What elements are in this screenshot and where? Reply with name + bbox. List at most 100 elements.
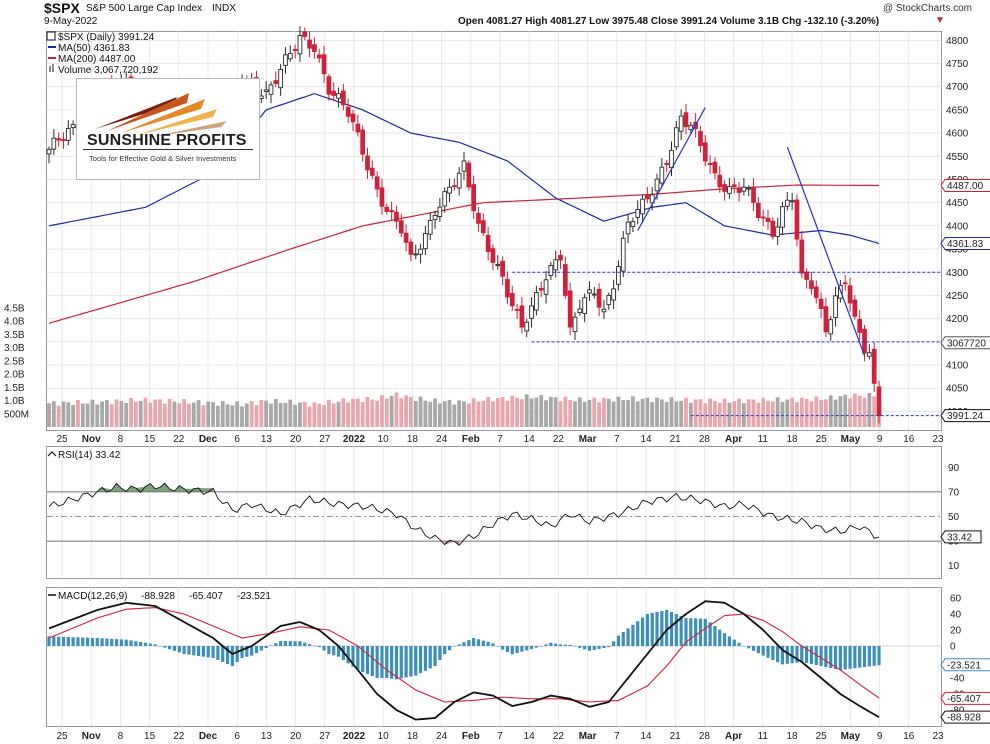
candle-up bbox=[784, 199, 790, 207]
volume-axis-label: 3.5B bbox=[4, 330, 25, 341]
macd-histogram-bar bbox=[274, 643, 278, 646]
candle-up bbox=[447, 186, 452, 194]
volume-axis-label: 2.5B bbox=[4, 356, 25, 367]
candle-down bbox=[451, 185, 457, 188]
macd-histogram-bar bbox=[119, 639, 123, 646]
macd-histogram-bar bbox=[148, 643, 152, 646]
volume-bar bbox=[244, 403, 249, 427]
volume-bar bbox=[703, 403, 708, 427]
date-label: 15 bbox=[144, 434, 156, 445]
macd-histogram-bar bbox=[853, 646, 857, 669]
date-label: 24 bbox=[436, 731, 448, 742]
volume-bar bbox=[635, 401, 640, 427]
candle-down bbox=[56, 138, 62, 141]
volume-bar bbox=[780, 401, 785, 427]
volume-bar bbox=[510, 395, 515, 427]
volume-bar bbox=[746, 399, 751, 427]
candle-down bbox=[731, 184, 737, 188]
macd-histogram-bar bbox=[143, 642, 148, 646]
macd-histogram-bar bbox=[655, 612, 659, 646]
macd-histogram-bar bbox=[597, 646, 601, 649]
macd-histogram-bar bbox=[317, 646, 321, 648]
macd-histogram-bar bbox=[534, 646, 538, 648]
macd-histogram-bar bbox=[563, 644, 567, 646]
volume-bar bbox=[872, 396, 877, 427]
watermark: @ StockCharts.com bbox=[882, 3, 972, 14]
macd-histogram-bar bbox=[877, 646, 881, 666]
symbol[interactable]: $SPX bbox=[44, 0, 80, 16]
volume-bar bbox=[220, 401, 225, 427]
volume-bar bbox=[293, 404, 298, 427]
volume-bar bbox=[100, 401, 104, 427]
candle-up bbox=[789, 200, 795, 203]
macd-histogram-bar bbox=[496, 646, 500, 647]
macd-histogram-bar bbox=[452, 646, 456, 647]
volume-bar bbox=[867, 393, 872, 427]
volume-bar bbox=[491, 401, 495, 427]
volume-bar bbox=[640, 398, 645, 427]
macd-value-tag-box bbox=[940, 710, 990, 724]
macd-value-tag: -88.928 bbox=[947, 713, 981, 724]
sun-rays-icon bbox=[83, 93, 253, 150]
macd-value-tag-box bbox=[940, 691, 990, 705]
macd-histogram-bar bbox=[510, 646, 514, 655]
macd-histogram-bar bbox=[303, 642, 307, 646]
rsi-axis-label: 50 bbox=[948, 512, 960, 523]
macd-histogram-bar bbox=[129, 640, 133, 646]
volume-bar bbox=[520, 399, 524, 427]
candle-down bbox=[485, 235, 491, 253]
macd-histogram-bar bbox=[423, 646, 427, 671]
volume-bar bbox=[404, 395, 408, 427]
rsi-line bbox=[48, 482, 880, 546]
macd-histogram-bar bbox=[795, 646, 799, 663]
candle-down bbox=[871, 348, 877, 384]
macd-histogram-bar bbox=[529, 646, 534, 650]
y-axis-labels: 4000405041004150420042504300435044004450… bbox=[4, 36, 969, 717]
macd-histogram-bar bbox=[549, 642, 553, 646]
price-legend: $SPX (Daily) 3991.24 MA(50) 4361.83 MA(2… bbox=[46, 31, 159, 76]
candle-up bbox=[620, 237, 626, 272]
macd-legend: MACD(12,26,9) -88.928 -65.407 -23.521 bbox=[48, 591, 271, 602]
macd-histogram-bar bbox=[862, 646, 867, 667]
candle-up bbox=[534, 292, 539, 311]
date-label: 8 bbox=[118, 731, 124, 742]
macd-histogram-bar bbox=[192, 646, 196, 656]
x-axis-labels: 25 25 Nov Nov 8 8 15 15 22 22 Dec Dec 6 6 13 13 20 20 27 27… bbox=[56, 434, 944, 742]
date-label: 7 bbox=[614, 434, 620, 445]
macd-histogram-bar bbox=[105, 638, 109, 646]
date-label: 2022 bbox=[343, 731, 366, 742]
candle-up bbox=[591, 293, 597, 296]
volume-bar bbox=[341, 398, 346, 427]
candle-up bbox=[678, 115, 684, 132]
macd-histogram-bar bbox=[370, 646, 374, 676]
macd-histogram-bar bbox=[361, 646, 365, 672]
price-axis-label: 4550 bbox=[946, 152, 969, 163]
price-axis-label: 4800 bbox=[946, 36, 969, 47]
macd-histogram-bar bbox=[539, 646, 543, 647]
candle-up bbox=[268, 84, 274, 95]
chart-header: $SPX S&P 500 Large Cap Index INDX 9-May-… bbox=[0, 0, 990, 28]
volume-bar bbox=[360, 402, 365, 427]
date-label: 14 bbox=[640, 731, 652, 742]
macd-histogram-bar bbox=[780, 646, 785, 665]
macd-histogram-bar bbox=[365, 646, 370, 674]
macd-axis-label: 20 bbox=[950, 626, 962, 637]
volume-bar bbox=[249, 401, 254, 427]
macd-histogram-bar bbox=[95, 638, 99, 646]
date-label: Nov bbox=[82, 434, 101, 445]
volume-bar bbox=[524, 394, 529, 427]
candle-up bbox=[688, 124, 694, 131]
date-label: Mar bbox=[579, 731, 597, 742]
volume-bar bbox=[770, 401, 775, 427]
volume-bar bbox=[433, 398, 437, 427]
volume-axis-label: 1.0B bbox=[4, 396, 25, 407]
candle-down bbox=[818, 298, 824, 309]
volume-bar bbox=[529, 398, 534, 427]
candle-up bbox=[635, 209, 641, 218]
macd-histogram-bar bbox=[718, 629, 722, 646]
candle-down bbox=[722, 184, 727, 192]
candle-up bbox=[418, 248, 423, 255]
macd-histogram-bar bbox=[843, 646, 847, 670]
candle-down bbox=[302, 31, 308, 37]
price-panel-frame bbox=[46, 31, 942, 431]
